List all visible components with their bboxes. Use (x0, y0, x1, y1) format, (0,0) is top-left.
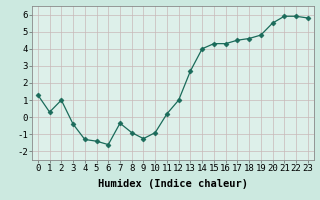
X-axis label: Humidex (Indice chaleur): Humidex (Indice chaleur) (98, 179, 248, 189)
